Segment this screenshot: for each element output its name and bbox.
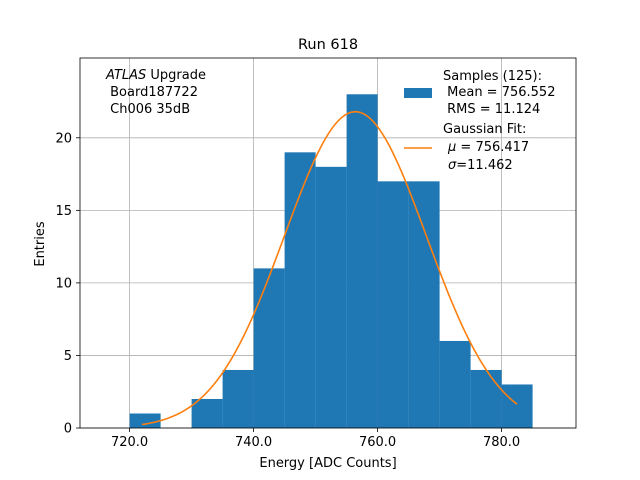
y-tick-label: 0 (64, 422, 72, 437)
legend-sigma-symbol: σ (448, 158, 457, 173)
legend-mu-symbol: μ (447, 140, 456, 155)
legend-histogram-swatch (404, 88, 432, 98)
histogram-bar (191, 398, 223, 428)
histogram-bar (222, 369, 254, 428)
x-tick-label: 740.0 (235, 435, 272, 450)
x-axis-label: Energy [ADC Counts] (259, 456, 396, 471)
y-tick-label: 10 (55, 276, 72, 291)
histogram-bar (284, 152, 316, 428)
x-tick-label: 780.0 (483, 435, 520, 450)
y-axis-label: Entries (33, 221, 48, 267)
legend: Samples (125): Mean = 756.552 RMS = 11.1… (404, 69, 555, 173)
histogram-bar (377, 181, 409, 428)
histogram-bar (346, 94, 378, 429)
chart-title: Run 618 (298, 37, 358, 53)
histogram-bar (315, 166, 347, 428)
y-tick-label: 20 (55, 131, 72, 146)
legend-samples-line: Samples (125): (443, 69, 542, 84)
atlas-annotation: ATLAS Upgrade Board187722 Ch006 35dB (105, 68, 206, 117)
x-tick-label: 760.0 (359, 435, 396, 450)
histogram-bar (253, 268, 285, 428)
annotation-atlas: ATLAS (105, 68, 146, 83)
y-tick-label: 15 (55, 204, 72, 219)
legend-rms-line: RMS = 11.124 (443, 102, 540, 117)
plot-frame (79, 57, 577, 429)
x-tick-label: 720.0 (111, 435, 148, 450)
histogram-bars (129, 94, 533, 429)
axis-ticks: 720.0 740.0 760.0 780.0 0 5 10 15 20 (55, 131, 520, 450)
histogram-bar (501, 384, 533, 428)
legend-fit-mu: μ = 756.417 (447, 140, 529, 155)
legend-mean-line: Mean = 756.552 (443, 85, 555, 100)
annotation-upgrade: Upgrade (146, 68, 206, 83)
legend-sigma-value: =11.462 (456, 158, 512, 173)
annotation-line-1: ATLAS Upgrade (105, 68, 206, 83)
histogram-bar (470, 369, 502, 428)
annotation-line-3: Ch006 35dB (106, 102, 190, 117)
y-tick-label: 5 (64, 349, 72, 364)
legend-fit-title: Gaussian Fit: (443, 122, 526, 137)
annotation-line-2: Board187722 (106, 85, 198, 100)
histogram-bar (439, 340, 471, 428)
histogram-bar (408, 181, 440, 428)
gaussian-fit-curve (141, 110, 518, 426)
histogram-bar (129, 413, 161, 428)
legend-fit-sigma: σ=11.462 (448, 158, 513, 173)
legend-mu-value: = 756.417 (456, 140, 529, 155)
